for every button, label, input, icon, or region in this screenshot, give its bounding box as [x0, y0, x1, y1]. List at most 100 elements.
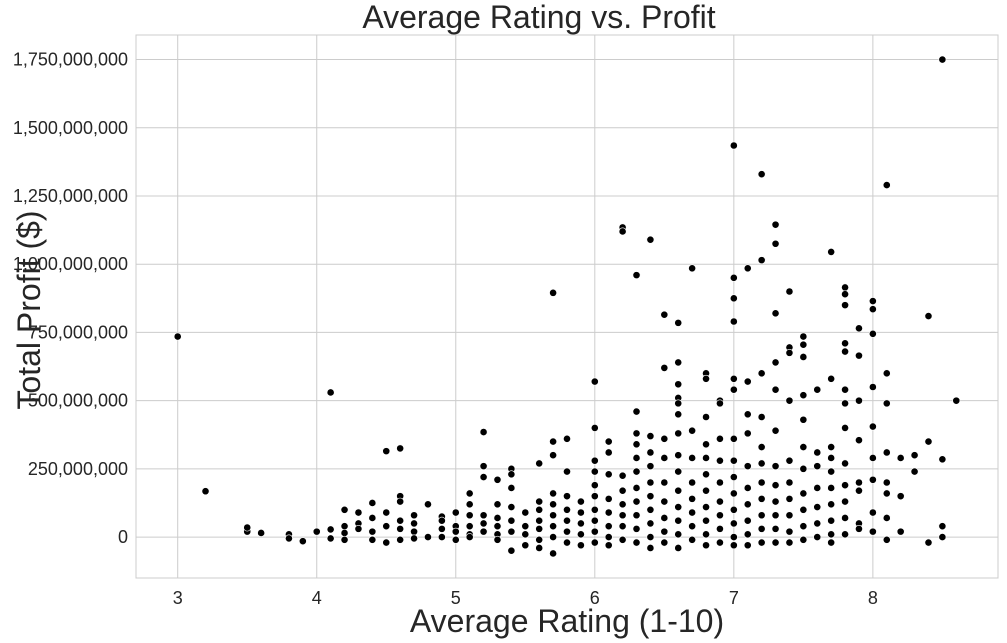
data-point	[410, 511, 418, 520]
data-point	[771, 538, 780, 547]
data-point	[535, 544, 544, 552]
x-tick-label: 8	[868, 588, 878, 608]
data-point	[702, 413, 710, 421]
data-point	[771, 497, 780, 506]
data-point	[604, 533, 613, 541]
data-point	[632, 454, 641, 462]
y-tick-label: 250,000,000	[28, 459, 128, 479]
data-point	[799, 443, 808, 451]
y-tick-label: 1,000,000,000	[13, 254, 128, 274]
data-point	[507, 503, 516, 511]
data-point	[841, 481, 849, 490]
data-point	[674, 410, 683, 419]
data-point	[868, 508, 877, 517]
data-point	[827, 248, 836, 256]
data-point	[507, 546, 516, 555]
data-point	[799, 489, 808, 498]
data-point	[243, 523, 252, 532]
data-point	[396, 497, 405, 506]
data-point	[855, 396, 863, 405]
data-point	[771, 220, 780, 229]
data-point	[535, 524, 544, 533]
data-point	[785, 348, 794, 357]
data-point	[757, 524, 766, 533]
data-point	[674, 429, 683, 438]
data-point	[632, 429, 641, 438]
data-point	[590, 467, 599, 476]
data-point	[757, 443, 766, 451]
data-point	[465, 489, 474, 498]
data-point	[382, 522, 391, 531]
x-tick-label: 7	[729, 588, 739, 608]
y-tick-label: 0	[118, 527, 128, 547]
data-point	[479, 462, 488, 471]
data-point	[785, 511, 794, 520]
data-point	[604, 494, 613, 503]
data-point	[757, 478, 766, 487]
data-point	[493, 535, 502, 544]
y-tick-label: 1,750,000,000	[13, 50, 128, 70]
data-point	[285, 534, 293, 543]
data-point	[729, 541, 738, 550]
data-point	[688, 454, 697, 462]
data-point	[424, 533, 432, 541]
data-point	[868, 454, 877, 462]
data-point	[910, 451, 919, 460]
data-point	[729, 141, 738, 150]
data-point	[604, 437, 613, 446]
data-point	[771, 385, 780, 394]
data-point	[410, 519, 418, 528]
data-point	[743, 530, 752, 539]
data-point	[646, 544, 655, 552]
data-point	[535, 535, 544, 544]
data-point	[563, 505, 571, 514]
data-point	[799, 522, 808, 531]
data-point	[674, 516, 683, 525]
data-point	[660, 434, 669, 443]
data-point	[938, 55, 947, 64]
data-point	[660, 454, 669, 462]
data-point	[465, 533, 474, 541]
data-point	[604, 541, 613, 550]
data-point	[729, 385, 738, 394]
data-point	[855, 486, 863, 495]
data-point	[896, 527, 905, 536]
data-point	[618, 227, 627, 236]
data-point	[646, 519, 655, 528]
y-tick-label: 500,000,000	[28, 391, 128, 411]
data-point	[757, 170, 766, 179]
data-point	[590, 456, 599, 465]
data-point	[702, 530, 710, 539]
data-point	[618, 511, 627, 520]
data-point	[340, 535, 349, 544]
data-point	[771, 358, 780, 367]
data-point	[688, 508, 697, 517]
x-tick-label: 6	[590, 588, 600, 608]
data-point	[535, 497, 544, 506]
data-point	[743, 462, 752, 471]
data-point	[646, 235, 655, 244]
data-points	[173, 55, 961, 558]
data-point	[577, 530, 585, 539]
data-point	[465, 500, 474, 509]
data-point	[729, 489, 738, 498]
data-point	[952, 396, 961, 405]
data-point	[632, 538, 641, 547]
data-point	[938, 455, 947, 464]
data-point	[646, 448, 655, 457]
data-point	[688, 535, 697, 544]
data-point	[632, 511, 641, 520]
data-point	[465, 511, 474, 520]
data-point	[743, 500, 752, 509]
data-point	[785, 287, 794, 296]
data-point	[716, 497, 724, 506]
data-point	[604, 508, 613, 517]
data-point	[841, 339, 849, 348]
data-point	[841, 385, 849, 394]
data-point	[938, 522, 947, 531]
data-point	[577, 541, 585, 550]
data-point	[604, 522, 613, 531]
data-point	[382, 447, 391, 456]
data-point	[743, 516, 752, 525]
